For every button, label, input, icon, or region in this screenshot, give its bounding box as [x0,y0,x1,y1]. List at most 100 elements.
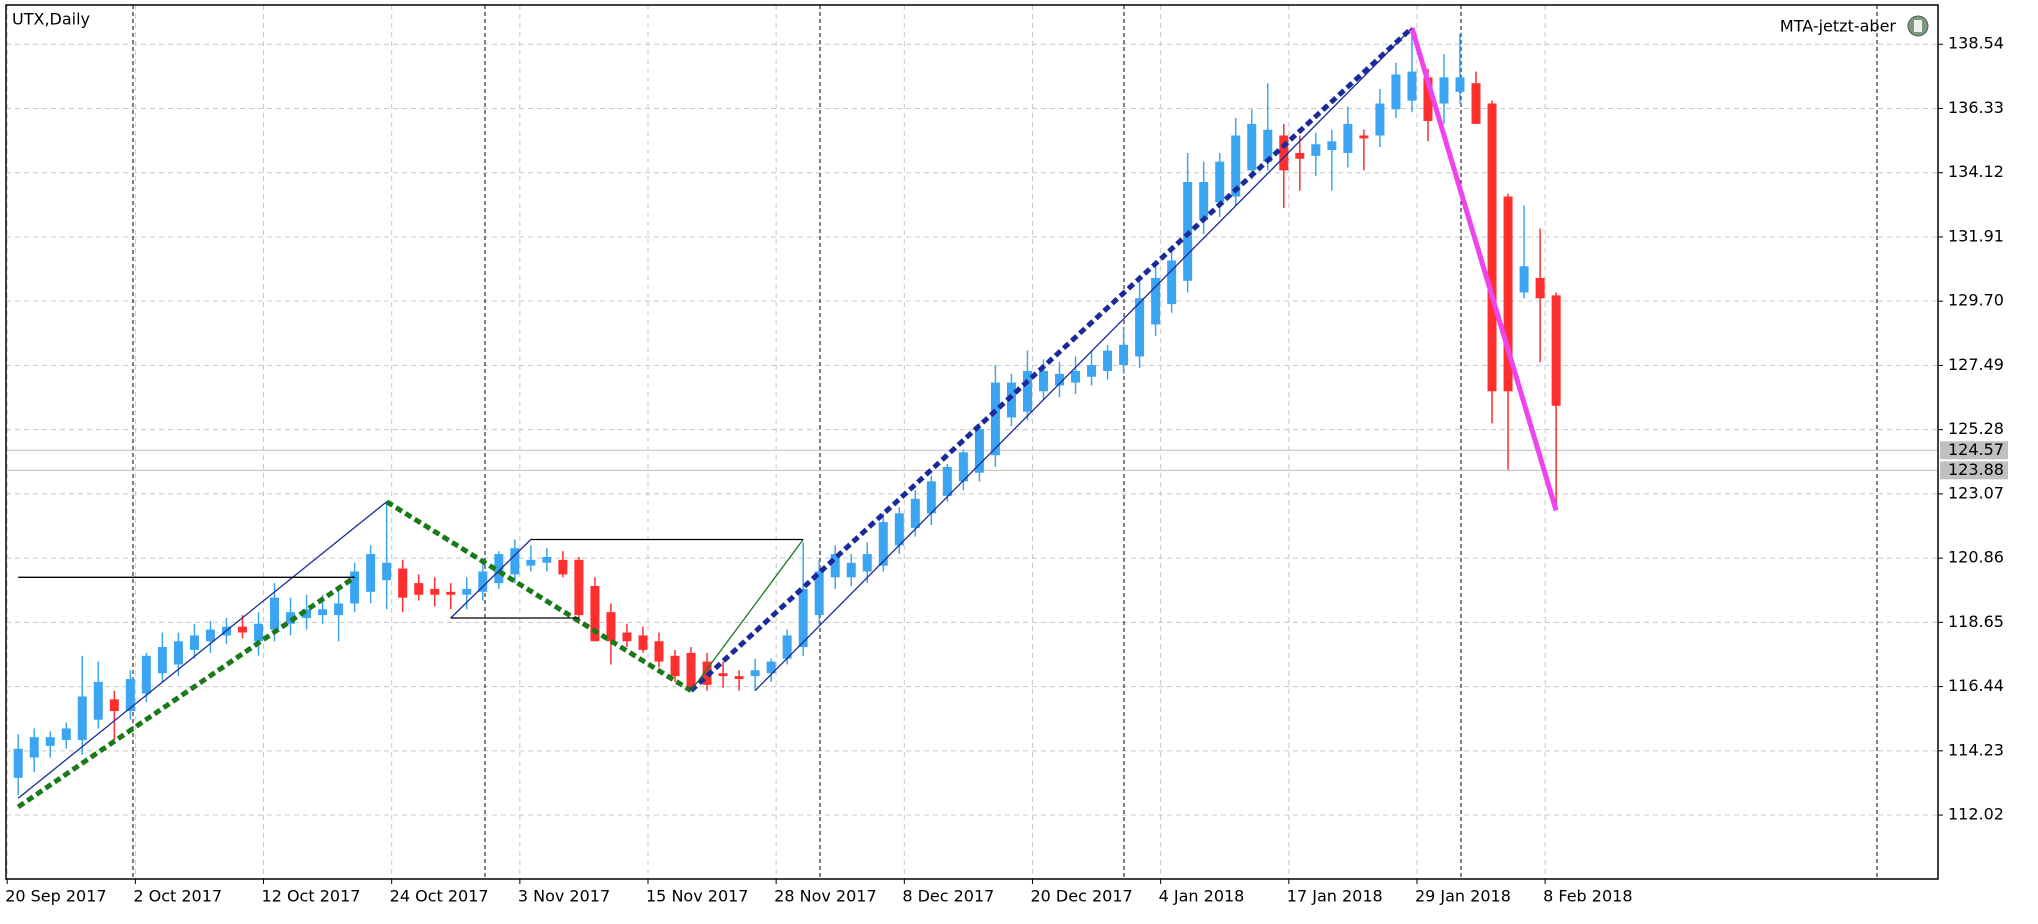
indicator-icon [1907,15,1929,37]
candle-body [526,559,536,566]
x-tick-label: 20 Dec 2017 [1030,887,1132,906]
overlay-line [17,501,388,799]
overlay-line [450,539,532,619]
overlay-line [690,539,804,692]
candle-body [1455,77,1465,92]
candle-body [542,556,552,563]
candle-body [109,699,119,712]
candle-body [718,673,728,677]
candle-body [814,571,824,616]
x-tick-label: 28 Nov 2017 [774,887,876,906]
price-tag-label: 124.57 [1948,440,2004,459]
candle-body [270,597,280,630]
candle-body [798,588,808,648]
candle-body [1119,344,1129,366]
candle-body [1343,123,1353,153]
candle-body [686,652,696,688]
candle-body [990,382,1000,456]
price-tag [1940,441,2008,460]
candle-body [29,737,39,758]
candle-body [462,588,472,595]
x-tick-label: 12 Oct 2017 [262,887,361,906]
candle-body [942,466,952,496]
candle-body [366,554,376,592]
plot [6,26,1938,809]
candle-body [878,522,888,566]
candle-body [846,562,856,578]
y-tick-label: 123.07 [1948,483,2004,502]
x-tick-label: 15 Nov 2017 [646,887,748,906]
candle-body [254,623,263,642]
candle-body [93,681,103,720]
overlay-line [754,27,1413,692]
candle-body [974,429,984,473]
y-tick-label: 131.91 [1948,226,2004,245]
x-tick-label: 4 Jan 2018 [1159,887,1245,906]
y-tick-label: 120.86 [1948,548,2004,567]
candle-body [414,583,424,595]
candle-body [1391,74,1401,110]
overlay-line [385,499,693,693]
y-tick-label: 114.23 [1948,740,2004,759]
month-separators [132,5,1878,879]
candle-body [1103,350,1113,371]
candle-body [398,568,408,598]
candle-body [350,571,360,604]
y-tick-label: 127.49 [1948,355,2004,374]
candle-body [1038,370,1048,392]
y-tick-label: 125.28 [1948,419,2004,438]
y-tick-label: 112.02 [1948,805,2004,824]
candle-body [862,554,872,572]
x-tick-label: 17 Jan 2018 [1287,887,1383,906]
candle-body [1055,373,1064,386]
x-tick-label: 2 Oct 2017 [133,887,222,906]
candle-body [606,612,616,642]
indicator-label: MTA-jetzt-aber [1780,17,1897,36]
candle-body [61,728,71,741]
price-tag [1940,461,2008,480]
candle-body [1519,266,1529,293]
candle-body [334,603,344,616]
candle-body [750,670,760,677]
candle-body [670,655,680,677]
candle-body [1327,141,1337,151]
chart-title: UTX,Daily [12,10,90,29]
candle-body [77,696,87,741]
candle-body [958,452,968,482]
candle-body [1407,71,1417,101]
x-tick-label: 20 Sep 2017 [5,887,106,906]
candle-body [1231,135,1241,197]
candle-body [446,591,456,595]
candle-body [125,679,135,712]
candle-body [622,632,632,642]
candle-body [318,609,328,616]
candle-body [830,554,840,578]
overlay-line [689,26,1414,693]
candle-body [574,559,584,616]
x-tick-label: 8 Dec 2017 [902,887,994,906]
candle-body [1071,370,1081,383]
y-tick-label: 116.44 [1948,676,2004,695]
candle-body [1263,129,1273,162]
candle-body [1295,152,1305,159]
candle-body [1006,382,1016,418]
candle-body [382,562,392,581]
candle-body [302,609,312,618]
candle-body [13,748,23,778]
candle-body [590,586,600,642]
candle-body [1311,144,1321,156]
plot-border [5,4,1939,880]
candle-body [1247,123,1257,171]
candle-body [1471,83,1481,124]
candle-body [205,629,215,642]
candle-body [1423,77,1433,121]
candle-body [926,481,936,514]
candle-body [910,498,920,528]
candle-body [1535,277,1545,299]
candle-body [1215,161,1225,203]
grid [6,5,1938,879]
candle-body [157,647,167,674]
candle-body [478,571,488,592]
